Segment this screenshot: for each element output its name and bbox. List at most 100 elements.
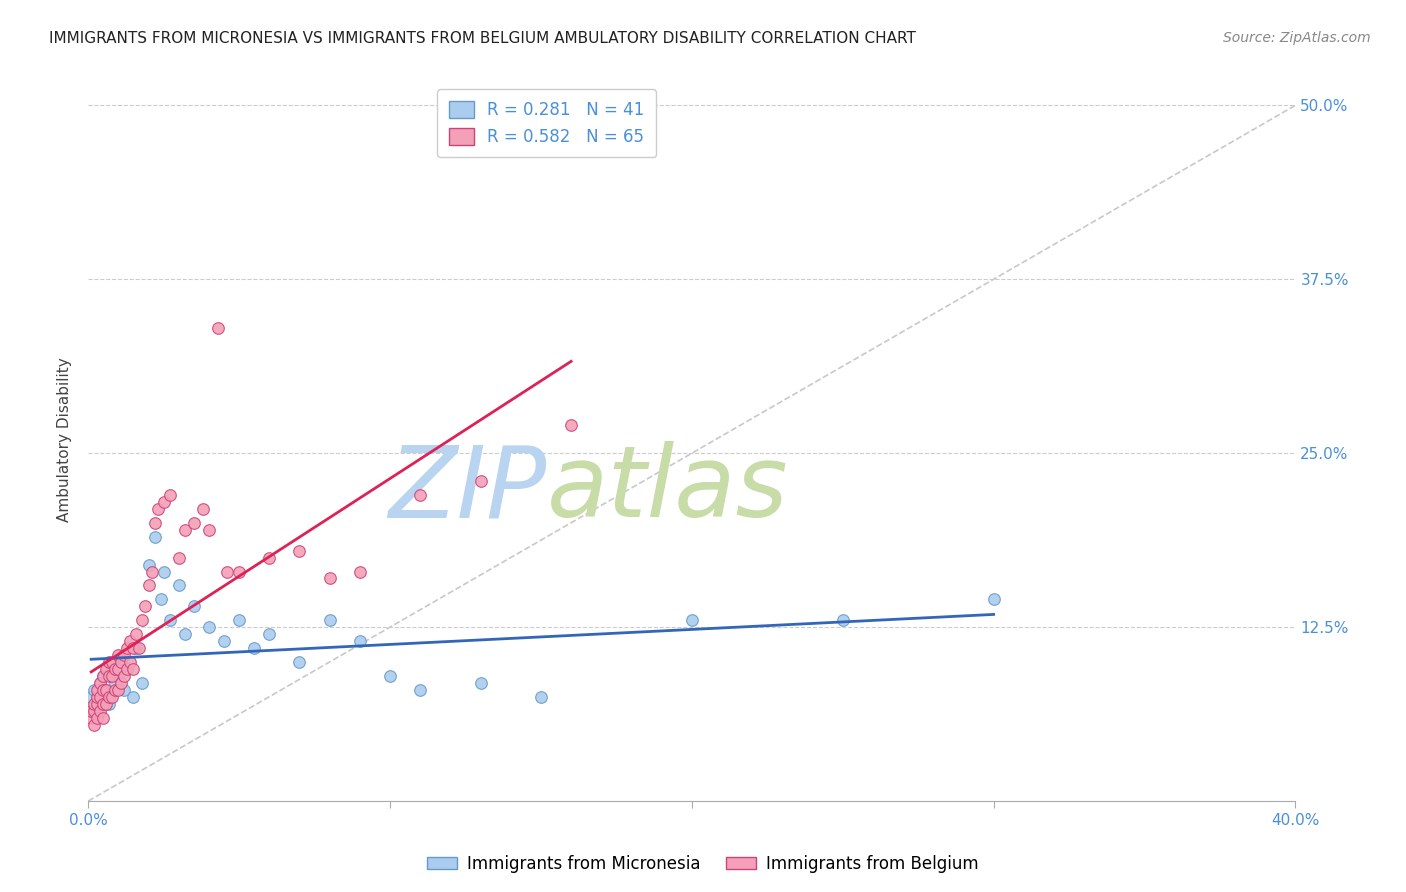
Point [91, 682, 114, 697]
Point [117, 662, 139, 676]
Point [122, 662, 145, 676]
Legend: R = 0.281   N = 41, R = 0.582   N = 65: R = 0.281 N = 41, R = 0.582 N = 65 [437, 89, 657, 157]
Point [96, 682, 118, 697]
Point [112, 648, 135, 662]
Point [207, 321, 229, 335]
Point [125, 627, 148, 641]
Point [167, 578, 190, 592]
Point [198, 523, 221, 537]
Point [212, 634, 235, 648]
Text: IMMIGRANTS FROM MICRONESIA VS IMMIGRANTS FROM BELGIUM AMBULATORY DISABILITY CORR: IMMIGRANTS FROM MICRONESIA VS IMMIGRANTS… [49, 31, 917, 46]
Point [101, 662, 124, 676]
Point [215, 565, 238, 579]
Point [409, 682, 432, 697]
Point [91, 669, 114, 683]
Point [104, 682, 127, 697]
Text: atlas: atlas [547, 442, 789, 539]
Point [101, 669, 124, 683]
Point [83, 682, 105, 697]
Point [560, 418, 582, 433]
Point [83, 717, 105, 731]
Point [117, 662, 139, 676]
Point [107, 662, 129, 676]
Point [183, 599, 205, 614]
Point [378, 669, 401, 683]
Point [104, 662, 127, 676]
Point [198, 620, 221, 634]
Point [131, 613, 153, 627]
Point [98, 690, 121, 704]
Point [96, 662, 118, 676]
Point [125, 641, 148, 656]
Point [143, 530, 166, 544]
Point [131, 676, 153, 690]
Point [318, 571, 340, 585]
Point [143, 516, 166, 530]
Point [96, 682, 118, 697]
Point [228, 613, 250, 627]
Point [191, 501, 214, 516]
Point [831, 613, 853, 627]
Point [159, 488, 181, 502]
Point [122, 690, 145, 704]
Text: Source: ZipAtlas.com: Source: ZipAtlas.com [1223, 31, 1371, 45]
Point [80, 711, 103, 725]
Point [134, 599, 156, 614]
Point [349, 565, 371, 579]
Point [257, 550, 280, 565]
Point [257, 627, 280, 641]
Point [470, 474, 492, 488]
Point [86, 690, 108, 704]
Point [89, 676, 111, 690]
Point [117, 641, 139, 656]
Point [173, 627, 195, 641]
Point [86, 682, 108, 697]
Point [138, 558, 160, 572]
Point [173, 523, 195, 537]
Point [107, 669, 129, 683]
Point [86, 697, 108, 711]
Point [159, 613, 181, 627]
Point [110, 655, 132, 669]
Point [470, 676, 492, 690]
Point [149, 592, 172, 607]
Point [83, 697, 105, 711]
Point [409, 488, 432, 502]
Point [89, 676, 111, 690]
Point [146, 501, 169, 516]
Legend: Immigrants from Micronesia, Immigrants from Belgium: Immigrants from Micronesia, Immigrants f… [420, 848, 986, 880]
Point [681, 613, 703, 627]
Point [98, 669, 121, 683]
Point [91, 669, 114, 683]
Point [91, 711, 114, 725]
Point [83, 704, 105, 718]
Point [530, 690, 553, 704]
Point [86, 697, 108, 711]
Point [120, 655, 142, 669]
Point [110, 676, 132, 690]
Point [141, 565, 163, 579]
Point [101, 655, 124, 669]
Point [122, 641, 145, 656]
Y-axis label: Ambulatory Disability: Ambulatory Disability [58, 357, 72, 522]
Point [98, 697, 121, 711]
Point [228, 565, 250, 579]
Point [243, 641, 266, 656]
Point [89, 704, 111, 718]
Point [101, 690, 124, 704]
Point [80, 690, 103, 704]
Point [112, 669, 135, 683]
Point [167, 550, 190, 565]
Point [86, 711, 108, 725]
Point [288, 655, 311, 669]
Point [98, 655, 121, 669]
Text: ZIP: ZIP [388, 442, 547, 539]
Point [120, 634, 142, 648]
Point [183, 516, 205, 530]
Point [288, 543, 311, 558]
Point [318, 613, 340, 627]
Point [107, 648, 129, 662]
Point [91, 690, 114, 704]
Point [349, 634, 371, 648]
Point [107, 682, 129, 697]
